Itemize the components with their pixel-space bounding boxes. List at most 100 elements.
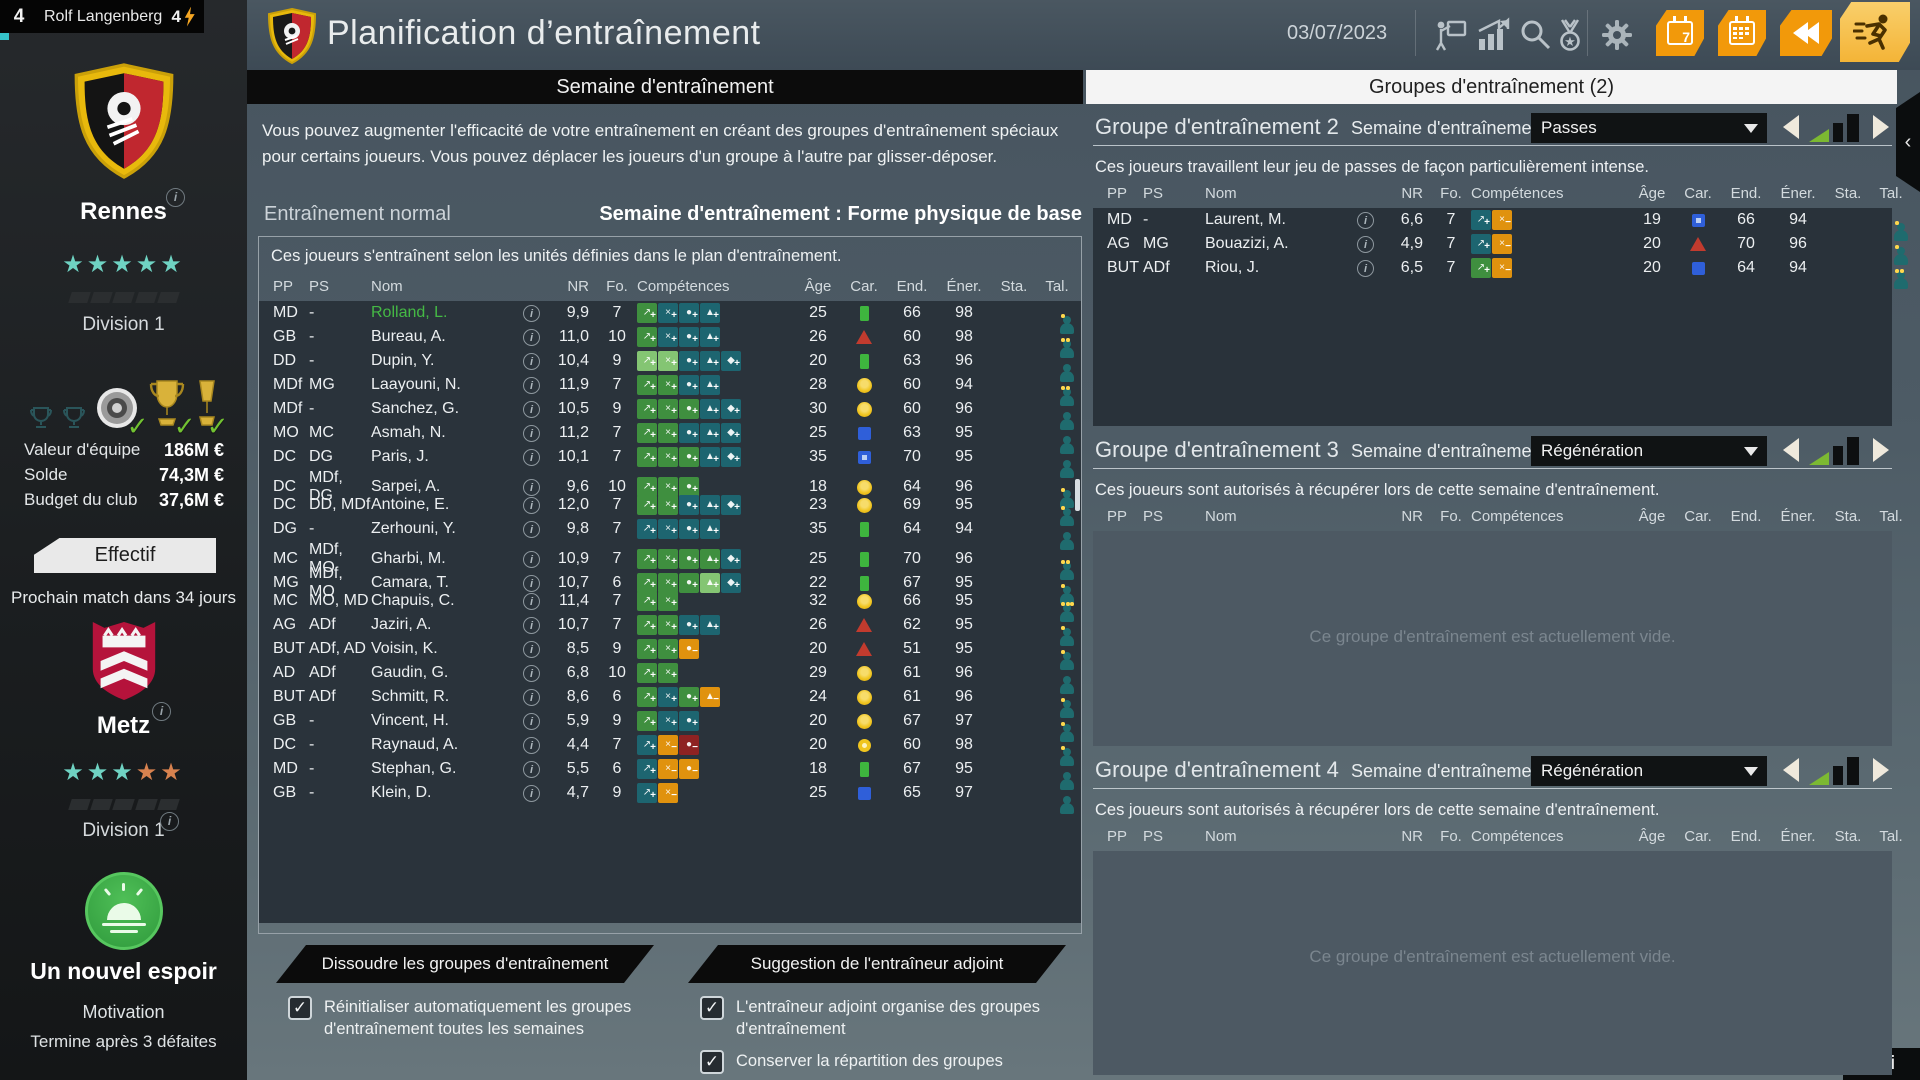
opponent-division: Division 1 bbox=[82, 820, 165, 841]
opponent-info-icon[interactable]: i bbox=[152, 702, 171, 721]
group-3-prev-arrow[interactable] bbox=[1783, 438, 1799, 462]
medal-icon[interactable]: ★ bbox=[1552, 17, 1588, 53]
info-icon[interactable]: i bbox=[523, 785, 540, 802]
info-icon[interactable]: i bbox=[523, 401, 540, 418]
info-icon[interactable]: i bbox=[523, 551, 540, 568]
gear-icon[interactable] bbox=[1599, 17, 1635, 53]
calendar-grid-icon bbox=[1729, 16, 1755, 45]
character-icon bbox=[841, 571, 887, 595]
calendar-week-button[interactable]: 7 bbox=[1656, 10, 1704, 56]
story-goal-icon[interactable] bbox=[85, 872, 163, 950]
group-4-next-arrow[interactable] bbox=[1873, 758, 1889, 782]
group-4-focus-dropdown[interactable]: Régénération bbox=[1531, 756, 1767, 786]
skill-tile-icon: ↗ bbox=[637, 423, 657, 446]
group-3-focus-dropdown[interactable]: Régénération bbox=[1531, 436, 1767, 466]
skill-tiles: ↗×●▲◆ bbox=[637, 399, 795, 422]
group-4-prev-arrow[interactable] bbox=[1783, 758, 1799, 782]
group-2-description: Ces joueurs travaillent leur jeu de pass… bbox=[1095, 158, 1649, 176]
skill-tile-icon: ● bbox=[679, 549, 699, 572]
gold-cup-icon: ✓ bbox=[147, 379, 196, 441]
info-icon[interactable]: i bbox=[1357, 212, 1374, 229]
column-header: End. bbox=[1730, 185, 1762, 202]
info-icon[interactable]: i bbox=[523, 689, 540, 706]
info-icon[interactable]: i bbox=[1357, 236, 1374, 253]
checkbox-assistant-organizes[interactable]: ✓ bbox=[700, 996, 724, 1020]
assistant-suggestion-button[interactable]: Suggestion de l'entraîneur adjoint bbox=[688, 945, 1066, 983]
scrollbar[interactable] bbox=[1075, 479, 1080, 511]
info-icon[interactable]: i bbox=[523, 449, 540, 466]
info-icon[interactable]: i bbox=[523, 641, 540, 658]
skill-tile-icon: ↗ bbox=[637, 519, 657, 542]
group-2-next-arrow[interactable] bbox=[1873, 115, 1889, 139]
info-icon[interactable]: i bbox=[523, 353, 540, 370]
info-icon[interactable]: i bbox=[523, 713, 540, 730]
statistics-icon[interactable] bbox=[1475, 17, 1511, 53]
rewind-button[interactable] bbox=[1780, 10, 1832, 56]
group-2-prev-arrow[interactable] bbox=[1783, 115, 1799, 139]
column-header: Éner. bbox=[1780, 508, 1816, 525]
group-2-focus-dropdown[interactable]: Passes bbox=[1531, 113, 1767, 143]
tab-training-week[interactable]: Semaine d'entraînement bbox=[247, 70, 1083, 104]
skill-tile-icon: ▲ bbox=[700, 375, 720, 398]
division-info-icon[interactable]: i bbox=[160, 812, 179, 831]
squad-button[interactable]: Effectif bbox=[34, 538, 216, 573]
check-icon: ✓ bbox=[206, 411, 229, 441]
info-icon[interactable]: i bbox=[523, 737, 540, 754]
info-icon[interactable]: i bbox=[523, 617, 540, 634]
info-icon[interactable]: i bbox=[523, 761, 540, 778]
search-icon[interactable] bbox=[1517, 17, 1553, 53]
info-icon[interactable]: i bbox=[523, 593, 540, 610]
club-info-icon[interactable]: i bbox=[166, 188, 185, 207]
user-bar[interactable]: 4 Rolf Langenberg 4 bbox=[0, 0, 204, 33]
info-icon[interactable]: i bbox=[523, 575, 540, 592]
player-name: Dupin, Y. bbox=[371, 352, 435, 369]
checkbox-keep-distribution[interactable]: ✓ bbox=[700, 1050, 724, 1074]
info-icon[interactable]: i bbox=[523, 329, 540, 346]
info-icon[interactable]: i bbox=[523, 497, 540, 514]
calendar-month-button[interactable] bbox=[1718, 10, 1766, 56]
finance-value: 74,3M € bbox=[158, 465, 224, 485]
club-crest[interactable] bbox=[0, 60, 247, 187]
info-icon[interactable]: i bbox=[523, 425, 540, 442]
checkbox-auto-reset[interactable]: ✓ bbox=[288, 996, 312, 1020]
tab-training-groups[interactable]: Groupes d'entraînement (2) bbox=[1086, 70, 1897, 104]
info-icon[interactable]: i bbox=[523, 377, 540, 394]
dissolve-groups-button[interactable]: Dissoudre les groupes d'entraînement bbox=[276, 945, 654, 983]
group-3-next-arrow[interactable] bbox=[1873, 438, 1889, 462]
opponent-crest[interactable] bbox=[0, 618, 247, 707]
player-name: Asmah, N. bbox=[371, 424, 446, 441]
coach-presentation-icon[interactable] bbox=[1433, 17, 1469, 53]
info-icon[interactable]: i bbox=[523, 305, 540, 322]
panel-collapse-tab[interactable]: ‹ bbox=[1896, 92, 1920, 192]
continue-simulate-button[interactable] bbox=[1840, 2, 1910, 62]
info-icon[interactable]: i bbox=[523, 479, 540, 496]
info-icon[interactable]: i bbox=[1357, 260, 1374, 277]
column-header: Fo. bbox=[1440, 828, 1462, 845]
info-icon[interactable]: i bbox=[523, 521, 540, 538]
info-icon[interactable]: i bbox=[523, 665, 540, 682]
